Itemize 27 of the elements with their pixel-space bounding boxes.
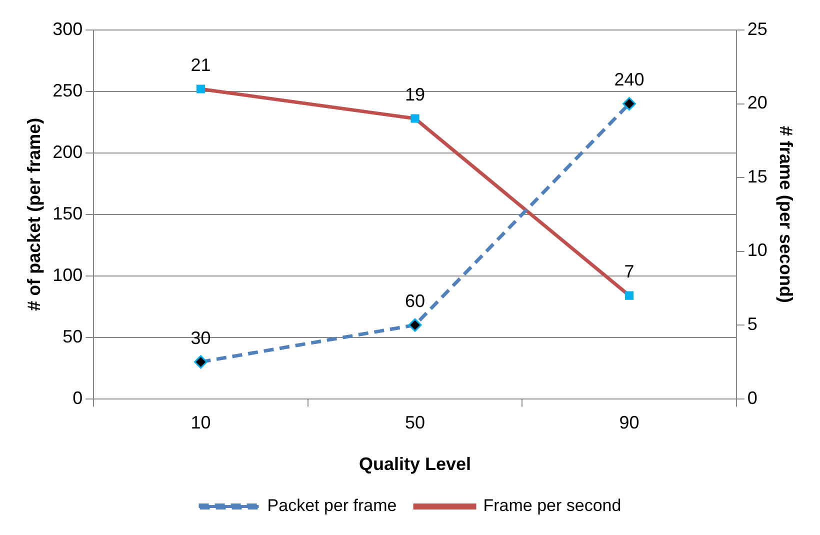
legend-label: Packet per frame [267, 496, 397, 516]
y-tick-label: 50 [62, 326, 83, 346]
x-tick-label: 90 [619, 412, 640, 433]
y2-tick-label: 25 [747, 18, 768, 39]
data-label: 19 [404, 84, 426, 104]
y-tick-label: 0 [72, 388, 83, 408]
data-label: 240 [614, 70, 644, 90]
y2-tick-label: 0 [747, 388, 758, 408]
data-label: 7 [624, 262, 634, 282]
y-tick-label: 300 [52, 18, 83, 39]
y2-axis-title: # frame (per second) [776, 126, 796, 303]
x-axis-title: Quality Level [358, 454, 472, 474]
y-tick-label: 100 [52, 264, 83, 285]
y2-tick-label: 20 [747, 92, 768, 113]
y2-tick-label: 10 [747, 240, 768, 260]
x-tick-label: 10 [190, 412, 211, 433]
data-label: 21 [190, 54, 211, 75]
x-tick-label: 50 [404, 412, 426, 433]
data-label: 60 [404, 291, 426, 312]
y-tick-label: 250 [52, 80, 83, 100]
data-label: 30 [190, 328, 211, 348]
y-axis-title: # of packet (per frame) [24, 118, 44, 311]
y2-tick-label: 15 [747, 166, 768, 186]
y2-tick-label: 5 [747, 314, 758, 334]
y-tick-label: 150 [52, 203, 83, 224]
legend-label: Frame per second [483, 496, 622, 516]
y-tick-label: 200 [52, 142, 83, 162]
